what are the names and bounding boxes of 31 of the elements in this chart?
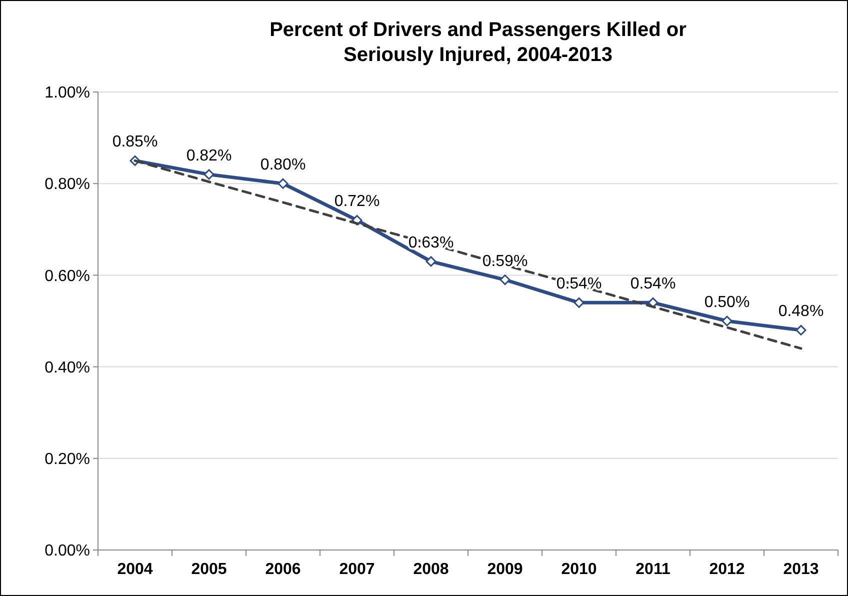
data-label: 0.85% [112,134,158,151]
y-tick-label: 0.40% [44,359,90,376]
y-tick-label: 0.00% [44,542,90,560]
point [204,169,214,180]
x-tick-label: 2009 [487,561,523,578]
y-tick-label: 1.00% [44,84,90,102]
point [500,274,510,286]
x-tick-label: 2007 [339,561,375,578]
data-label: 0.50% [704,294,750,311]
point [574,297,584,308]
x-tick-label: 2010 [561,561,597,578]
x-tick-label: 2011 [636,561,670,578]
data-label: 0.54% [630,276,676,293]
data-label: 0.72% [334,193,380,210]
y-tick-label: 0.20% [44,451,90,468]
point [278,178,288,189]
data-label: 0.80% [260,156,306,174]
x-tick-label: 2008 [413,561,449,578]
x-tick-label: 2013 [783,561,819,578]
x-tick-label: 2004 [117,561,153,578]
x-tick-label: 2012 [709,561,745,578]
x-tick-label: 2005 [191,561,227,578]
point [426,256,436,267]
chart-title: Percent of Drivers and Passengers Killed or Seriously Injured, 2004-2013 [270,19,687,66]
data-label: 0.48% [778,303,824,320]
y-tick-label: 0.60% [44,268,90,285]
point [722,316,732,326]
data-label: 0.82% [186,147,232,164]
x-tick-label: 2006 [265,561,301,578]
y-tick-label: 0.80% [44,176,90,194]
point [796,324,806,336]
